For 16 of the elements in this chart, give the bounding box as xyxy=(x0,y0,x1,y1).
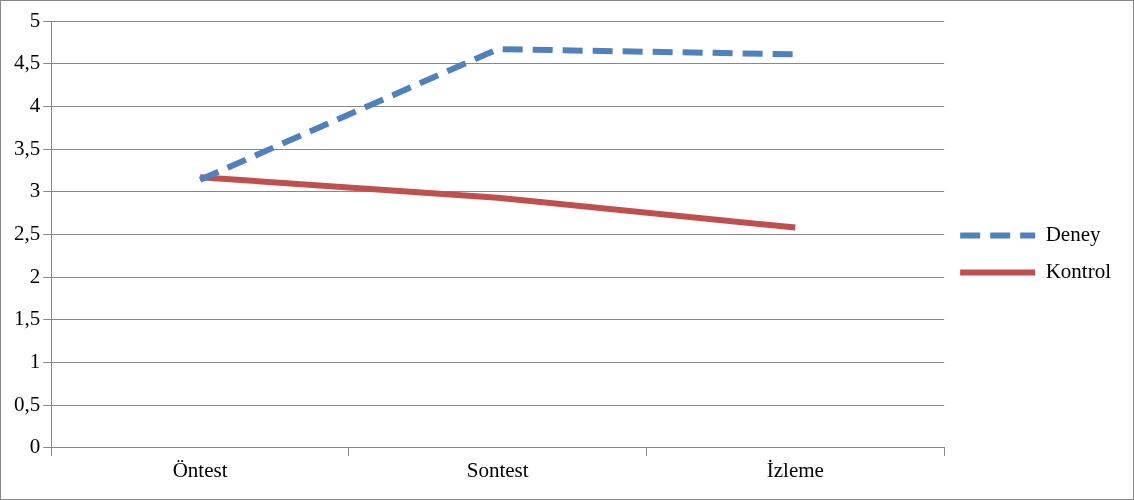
x-tick-label: İzleme xyxy=(766,457,824,482)
x-tick-label: Sontest xyxy=(466,457,529,482)
y-tick-label: 4 xyxy=(29,92,41,117)
y-tick-label: 1 xyxy=(29,348,41,373)
y-tick-label: 2 xyxy=(29,263,41,288)
y-tick-label: 3 xyxy=(29,178,41,203)
legend-label: Deney xyxy=(1045,222,1101,247)
y-tick-label: 4,5 xyxy=(14,50,41,75)
y-tick-label: 0 xyxy=(29,434,41,459)
legend-label: Kontrol xyxy=(1045,259,1112,284)
y-tick-label: 1,5 xyxy=(14,306,41,331)
y-tick-label: 2,5 xyxy=(14,220,41,245)
y-tick-label: 0,5 xyxy=(14,391,41,416)
y-tick-label: 5 xyxy=(29,7,41,32)
x-tick-label: Öntest xyxy=(172,457,228,482)
y-tick-label: 3,5 xyxy=(14,135,41,160)
